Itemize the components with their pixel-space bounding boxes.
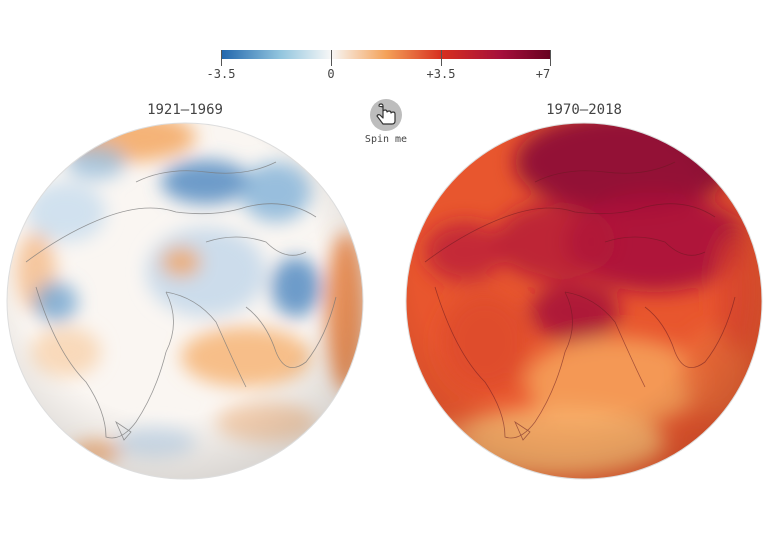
legend-tick-zero (331, 50, 332, 66)
color-legend: -3.5 0 +3.5 +7 (207, 50, 551, 90)
legend-label-zero: 0 (327, 67, 335, 81)
legend-color-ramp (221, 50, 551, 59)
spin-label: Spin me (364, 134, 408, 145)
legend-tick-neg (221, 50, 222, 66)
spin-button[interactable]: Spin me (356, 98, 416, 150)
legend-label-max: +7 (535, 67, 551, 81)
legend-label-mid: +3.5 (426, 67, 456, 81)
legend-label-neg: -3.5 (206, 67, 236, 81)
legend-tick-max (550, 50, 551, 66)
globe-1970-2018[interactable] (405, 122, 763, 480)
period-label-early: 1921–1969 (147, 102, 223, 118)
globe-1921-1969[interactable] (6, 122, 364, 480)
period-label-late: 1970–2018 (546, 102, 622, 118)
legend-tick-mid (441, 50, 442, 66)
hand-pointer-icon (370, 99, 402, 131)
